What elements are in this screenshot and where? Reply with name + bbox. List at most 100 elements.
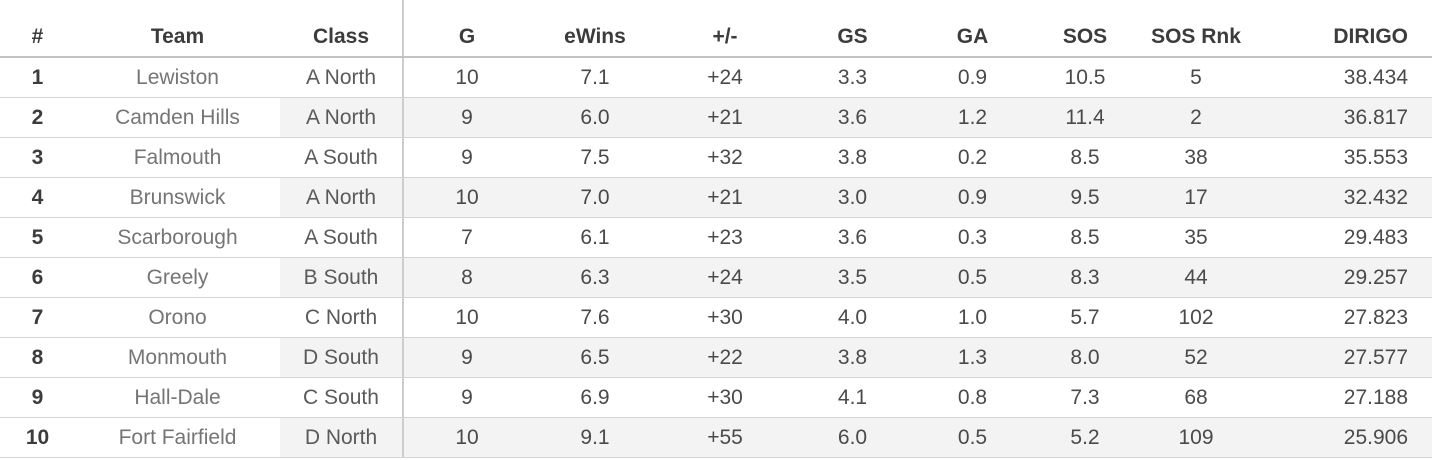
cell-rank[interactable]: 5 [31,225,44,249]
cell-sos[interactable]: 8.5 [1070,145,1100,169]
cell-ga[interactable]: 1.2 [915,98,1030,137]
cell-plus-minus[interactable]: +22 [660,338,790,377]
cell-team[interactable]: Scarborough [117,225,238,249]
cell-sos-rnk[interactable]: 2 [1140,98,1252,137]
cell-games[interactable]: 9 [402,338,530,377]
column-header-class[interactable]: Class [312,25,370,48]
cell-ewins[interactable]: 9.1 [530,418,660,457]
cell-gs[interactable]: 3.8 [790,338,915,377]
cell-dirigo[interactable]: 27.823 [1343,305,1408,329]
cell-sos[interactable]: 8.0 [1030,338,1140,377]
cell-ga[interactable]: 1.3 [915,338,1030,377]
cell-sos[interactable]: 10.5 [1064,65,1106,89]
column-header-plus-minus[interactable]: +/- [712,25,738,48]
cell-dirigo[interactable]: 29.257 [1252,258,1432,297]
cell-plus-minus[interactable]: +32 [707,145,743,169]
cell-team[interactable]: Camden Hills [115,105,240,129]
cell-dirigo[interactable]: 27.188 [1343,385,1408,409]
cell-rank[interactable]: 6 [31,265,44,289]
cell-ewins[interactable]: 6.0 [530,98,660,137]
cell-games[interactable]: 10 [402,58,530,97]
cell-sos-rnk[interactable]: 68 [1184,385,1208,409]
cell-sos-rnk[interactable]: 17 [1140,178,1252,217]
column-header-ewins[interactable]: eWins [564,25,626,48]
cell-sos-rnk[interactable]: 38 [1184,145,1208,169]
cell-class[interactable]: D North [280,418,402,457]
cell-sos[interactable]: 11.4 [1030,98,1140,137]
cell-games[interactable]: 9 [402,378,530,417]
cell-class[interactable]: A North [280,98,402,137]
cell-gs[interactable]: 6.0 [790,418,915,457]
cell-plus-minus[interactable]: +24 [660,258,790,297]
cell-sos-rnk[interactable]: 109 [1140,418,1252,457]
cell-rank[interactable]: 8 [31,345,44,369]
cell-games[interactable]: 8 [402,258,530,297]
cell-ga[interactable]: 0.9 [957,65,988,89]
cell-gs[interactable]: 4.1 [837,385,868,409]
cell-plus-minus[interactable]: +21 [660,98,790,137]
column-header-sos-rnk[interactable]: SOS Rnk [1151,25,1241,48]
cell-sos[interactable]: 5.7 [1070,305,1100,329]
cell-ewins[interactable]: 6.1 [580,225,610,249]
cell-sos[interactable]: 8.5 [1070,225,1100,249]
cell-plus-minus[interactable]: +30 [707,305,743,329]
column-header-games[interactable]: G [402,0,530,56]
cell-games[interactable]: 10 [402,298,530,337]
cell-ewins[interactable]: 6.5 [530,338,660,377]
cell-ewins[interactable]: 7.0 [530,178,660,217]
cell-games[interactable]: 10 [402,418,530,457]
cell-gs[interactable]: 3.5 [790,258,915,297]
cell-ewins[interactable]: 6.3 [530,258,660,297]
cell-sos-rnk[interactable]: 52 [1140,338,1252,377]
cell-class[interactable]: C South [303,385,379,409]
cell-dirigo[interactable]: 36.817 [1252,98,1432,137]
cell-rank[interactable]: 9 [31,385,44,409]
cell-dirigo[interactable]: 25.906 [1252,418,1432,457]
cell-sos-rnk[interactable]: 5 [1190,65,1202,89]
cell-sos-rnk[interactable]: 35 [1184,225,1208,249]
cell-dirigo[interactable]: 29.483 [1343,225,1408,249]
cell-ewins[interactable]: 6.9 [580,385,610,409]
cell-sos-rnk[interactable]: 44 [1140,258,1252,297]
cell-ga[interactable]: 1.0 [957,305,988,329]
cell-team[interactable]: Brunswick [129,185,226,209]
cell-gs[interactable]: 4.0 [837,305,868,329]
cell-games[interactable]: 7 [402,218,530,257]
cell-team[interactable]: Falmouth [133,145,222,169]
cell-rank[interactable]: 4 [31,185,44,209]
cell-dirigo[interactable]: 35.553 [1343,145,1408,169]
cell-dirigo[interactable]: 38.434 [1343,65,1408,89]
column-header-rank[interactable]: # [31,25,44,48]
cell-team[interactable]: Monmouth [127,345,228,369]
cell-dirigo[interactable]: 32.432 [1252,178,1432,217]
cell-gs[interactable]: 3.6 [790,98,915,137]
cell-rank[interactable]: 7 [31,305,44,329]
cell-gs[interactable]: 3.0 [790,178,915,217]
cell-rank[interactable]: 2 [31,105,44,129]
cell-sos[interactable]: 5.2 [1030,418,1140,457]
cell-gs[interactable]: 3.3 [837,65,868,89]
cell-class[interactable]: A South [304,225,378,249]
cell-sos[interactable]: 7.3 [1070,385,1100,409]
cell-team[interactable]: Greely [146,265,209,289]
cell-rank[interactable]: 3 [31,145,44,169]
cell-team[interactable]: Hall-Dale [134,385,221,409]
cell-class[interactable]: A South [304,145,378,169]
cell-games[interactable]: 10 [402,178,530,217]
cell-sos[interactable]: 9.5 [1030,178,1140,217]
cell-ga[interactable]: 0.5 [915,418,1030,457]
cell-plus-minus[interactable]: +30 [707,385,743,409]
cell-rank[interactable]: 10 [25,425,50,449]
cell-ga[interactable]: 0.5 [915,258,1030,297]
cell-class[interactable]: C North [304,305,378,329]
cell-plus-minus[interactable]: +23 [707,225,743,249]
cell-plus-minus[interactable]: +24 [707,65,743,89]
column-header-dirigo[interactable]: DIRIGO [1333,25,1408,48]
cell-games[interactable]: 9 [402,138,530,177]
cell-gs[interactable]: 3.8 [837,145,868,169]
cell-class[interactable]: A North [305,65,377,89]
cell-ga[interactable]: 0.9 [915,178,1030,217]
column-header-team[interactable]: Team [150,25,205,48]
cell-sos-rnk[interactable]: 102 [1178,305,1214,329]
cell-sos[interactable]: 8.3 [1030,258,1140,297]
